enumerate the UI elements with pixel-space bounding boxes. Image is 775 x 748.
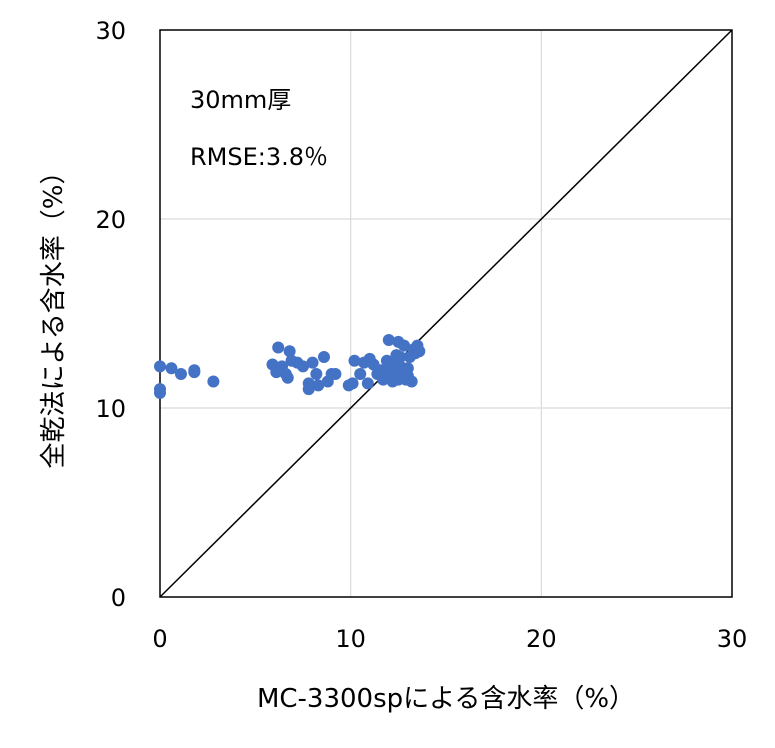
data-point xyxy=(281,371,294,384)
x-tick-label: 0 xyxy=(152,625,167,653)
y-axis-title: 全乾法による含水率（%） xyxy=(39,159,69,469)
x-tick-labels: 0 10 20 30 xyxy=(152,625,747,653)
data-points xyxy=(154,333,426,399)
annotation-thickness: 30mm厚 xyxy=(190,86,291,114)
y-tick-label: 30 xyxy=(95,17,126,45)
data-point xyxy=(382,333,395,346)
data-point xyxy=(302,383,315,396)
data-point xyxy=(329,367,342,380)
x-axis-title: MC-3300spによる含水率（%） xyxy=(257,684,635,714)
x-tick-label: 20 xyxy=(526,625,557,653)
data-point xyxy=(354,367,367,380)
data-point xyxy=(375,364,388,377)
data-point xyxy=(207,375,220,388)
data-point xyxy=(312,379,325,392)
data-point xyxy=(317,350,330,363)
x-tick-label: 10 xyxy=(335,625,366,653)
data-point xyxy=(310,367,323,380)
data-point xyxy=(346,377,359,390)
y-tick-label: 0 xyxy=(111,584,126,612)
data-point xyxy=(348,354,361,367)
annotation-rmse: RMSE:3.8％ xyxy=(190,143,328,171)
data-point xyxy=(272,341,285,354)
data-point xyxy=(165,362,178,375)
data-point xyxy=(283,345,296,358)
x-tick-label: 30 xyxy=(717,625,748,653)
data-point xyxy=(394,350,407,363)
data-point xyxy=(306,356,319,369)
data-point xyxy=(154,360,166,373)
reference-line-1to1 xyxy=(159,29,733,598)
data-point xyxy=(361,377,374,390)
data-point xyxy=(401,369,414,382)
data-point xyxy=(297,360,309,373)
data-point xyxy=(413,345,426,358)
y-tick-label: 10 xyxy=(95,395,126,423)
plot-area-frame xyxy=(159,29,733,598)
data-point xyxy=(174,367,187,380)
gridlines xyxy=(160,30,732,597)
data-point xyxy=(188,366,201,379)
y-tick-labels: 0 10 20 30 xyxy=(95,17,126,612)
y-tick-label: 20 xyxy=(95,206,126,234)
data-point xyxy=(398,339,411,352)
data-point xyxy=(154,386,166,399)
